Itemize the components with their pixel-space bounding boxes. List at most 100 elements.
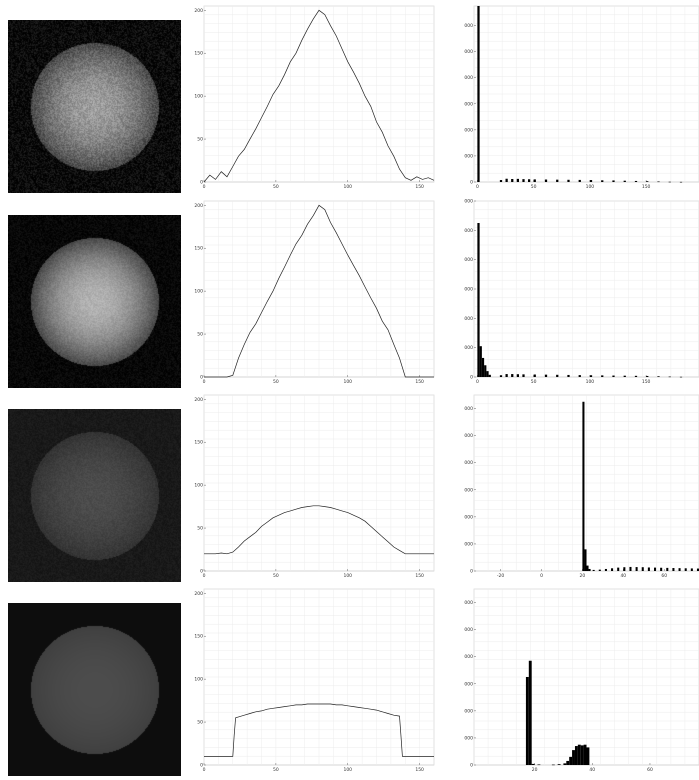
y-tick-label: 200 <box>194 591 203 597</box>
y-tick-label: 10000 <box>464 49 473 55</box>
profile-chart: 0 50 100 150 200 0 50 100 150 <box>194 394 435 579</box>
y-tick-label: 100 <box>194 677 203 683</box>
x-tick-label: 150 <box>642 379 651 385</box>
x-tick-label: 50 <box>273 767 279 773</box>
histogram-bar <box>660 567 663 571</box>
histogram-bar <box>690 568 693 571</box>
y-tick-label: 4000 <box>464 316 473 322</box>
y-tick-label: 10000 <box>464 627 473 633</box>
histogram-bar <box>679 181 683 183</box>
histogram-chart: 0200040006000800010000120000501001502 <box>464 5 699 190</box>
histogram-bar <box>604 568 607 571</box>
histogram-bar <box>563 763 567 765</box>
image-thumbnail <box>8 20 181 193</box>
x-tick-label: 0 <box>203 767 206 773</box>
histogram-bar <box>612 375 615 377</box>
histogram-bar <box>646 181 649 182</box>
y-tick-label: 0 <box>200 763 203 769</box>
profile-line <box>203 9 435 183</box>
x-tick-label: 60 <box>661 573 667 579</box>
histogram-bar <box>629 566 632 571</box>
histogram-bar <box>499 180 503 182</box>
histogram-bar <box>477 6 480 182</box>
histogram-bar <box>679 376 683 378</box>
y-tick-label: 50 <box>197 137 203 143</box>
image-thumbnail <box>8 215 181 388</box>
histogram-bar <box>528 179 531 182</box>
image-thumbnail <box>8 603 181 776</box>
y-tick-label: 4000 <box>464 514 473 520</box>
x-tick-label: 0 <box>203 573 206 579</box>
profile-line <box>204 703 434 757</box>
histogram-bar <box>522 179 525 182</box>
histogram-bar <box>634 180 638 182</box>
histogram-bar <box>634 375 638 377</box>
x-tick-label: 100 <box>586 184 595 190</box>
y-tick-label: 8000 <box>464 257 473 263</box>
profile-plot: 0 50 100 150 200 0 50 100 150 <box>194 199 440 386</box>
histogram-bar <box>598 569 601 571</box>
histogram-bar <box>511 374 514 377</box>
x-tick-label: -20 <box>497 573 504 579</box>
histogram-bar <box>574 746 578 765</box>
histogram-bar <box>623 180 626 182</box>
x-tick-label: 0 <box>476 184 479 190</box>
image-canvas <box>8 603 181 776</box>
histogram-bar <box>584 549 587 571</box>
y-tick-label: 10000 <box>464 433 473 439</box>
histogram-bar <box>522 374 525 377</box>
histogram-bar <box>578 375 581 377</box>
x-tick-label: 20 <box>580 573 586 579</box>
histogram-bar <box>544 179 548 182</box>
x-tick-label: 150 <box>415 573 424 579</box>
histogram-bar <box>516 374 519 377</box>
x-tick-label: 150 <box>642 184 651 190</box>
histogram-bar <box>623 375 626 377</box>
histogram-plot: 0200040006000800010000120000501001502 <box>464 4 699 191</box>
histogram-bar <box>481 357 485 377</box>
histogram-bar <box>582 401 585 571</box>
y-tick-label: 100 <box>194 289 203 295</box>
y-tick-label: 0 <box>470 763 473 769</box>
histogram-bar <box>617 567 620 571</box>
histogram-bar <box>580 745 584 765</box>
profile-chart: 0 50 100 150 200 0 50 100 150 <box>194 5 435 190</box>
x-tick-label: 100 <box>586 379 595 385</box>
y-tick-label: 10000 <box>464 228 473 234</box>
y-tick-label: 100 <box>194 483 203 489</box>
histogram-bar <box>657 376 660 377</box>
histogram-bar <box>696 568 699 571</box>
histogram-bar <box>488 374 491 377</box>
histogram-plot: 0200040006000800010000120000501001502 <box>464 199 699 386</box>
y-tick-label: 50 <box>197 720 203 726</box>
x-tick-label: 100 <box>343 767 352 773</box>
histogram-bar <box>566 760 570 765</box>
image-canvas <box>8 20 181 193</box>
histogram-bar <box>684 568 687 571</box>
y-tick-label: 8000 <box>464 75 473 81</box>
histogram-bar <box>479 346 482 377</box>
y-tick-label: 4000 <box>464 127 473 133</box>
y-tick-label: 12000 <box>464 23 473 29</box>
y-tick-label: 0 <box>200 180 203 186</box>
histogram-bar <box>589 375 593 377</box>
profile-chart: 0 50 100 150 200 0 50 100 150 <box>194 200 435 385</box>
profile-line <box>204 505 434 555</box>
histogram-bar <box>588 568 591 571</box>
histogram-bar <box>477 223 480 377</box>
image-thumbnail <box>8 409 181 582</box>
image-canvas <box>8 215 181 388</box>
y-tick-label: 200 <box>194 203 203 209</box>
histogram-bar <box>556 374 559 377</box>
profile-plot: 0 50 100 150 200 0 50 100 150 <box>194 393 440 580</box>
y-tick-label: 6000 <box>464 101 473 107</box>
y-tick-label: 200 <box>194 397 203 403</box>
